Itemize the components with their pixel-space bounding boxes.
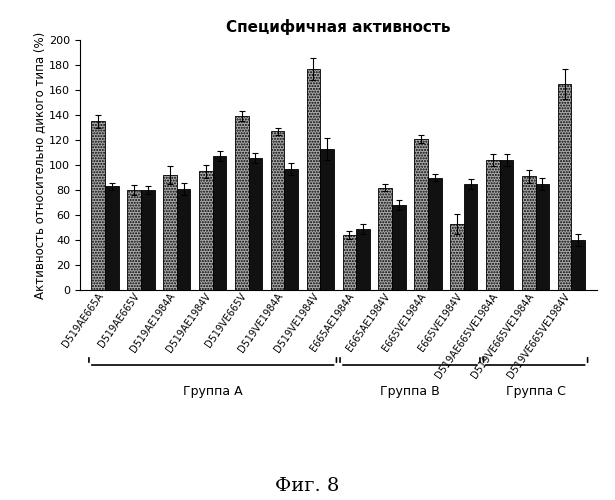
Bar <box>320 149 334 290</box>
Bar <box>522 176 536 290</box>
Bar <box>163 175 177 290</box>
Bar <box>428 178 442 290</box>
Bar <box>343 235 356 290</box>
Bar <box>199 171 213 290</box>
Text: Группа C: Группа C <box>506 385 566 398</box>
Bar <box>271 131 284 290</box>
Title: Специфичная активность: Специфичная активность <box>226 18 451 34</box>
Bar <box>213 156 226 290</box>
Bar <box>248 158 262 290</box>
Bar <box>536 184 549 290</box>
Text: Группа A: Группа A <box>183 385 242 398</box>
Bar <box>378 188 392 290</box>
Bar <box>307 68 320 290</box>
Bar <box>464 184 477 290</box>
Bar <box>235 116 248 290</box>
Text: Фиг. 8: Фиг. 8 <box>276 477 339 495</box>
Bar <box>177 188 191 290</box>
Y-axis label: Активность относительно дикого типа (%): Активность относительно дикого типа (%) <box>33 32 46 298</box>
Bar <box>450 224 464 290</box>
Bar <box>415 138 428 290</box>
Bar <box>356 229 370 290</box>
Bar <box>558 84 571 290</box>
Bar <box>284 169 298 290</box>
Bar <box>499 160 514 290</box>
Bar <box>141 190 154 290</box>
Text: Группа B: Группа B <box>380 385 440 398</box>
Bar <box>571 240 585 290</box>
Bar <box>127 190 141 290</box>
Bar <box>92 121 105 290</box>
Bar <box>105 186 119 290</box>
Bar <box>392 205 406 290</box>
Bar <box>486 160 499 290</box>
